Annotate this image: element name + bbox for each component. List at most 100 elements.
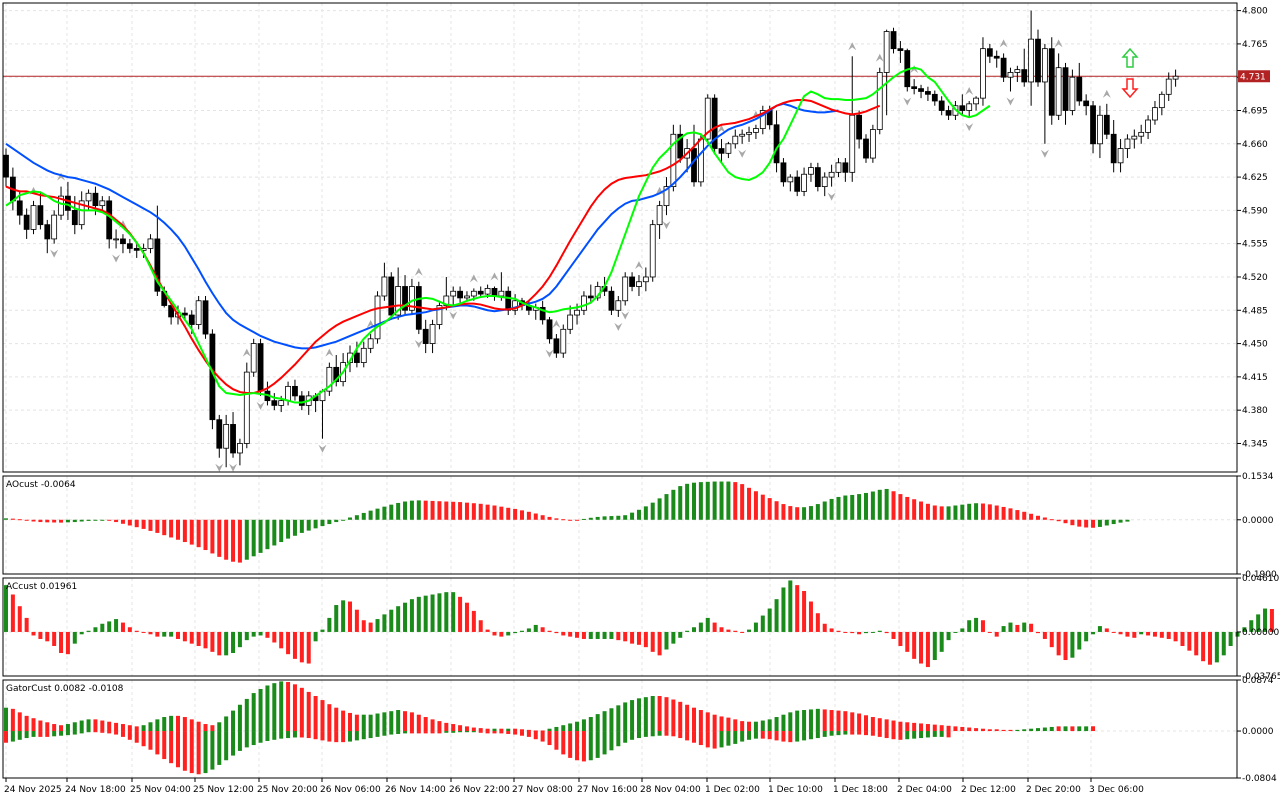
ac-bar	[712, 622, 717, 632]
bull-candle	[574, 309, 580, 316]
gator-bar	[313, 696, 318, 732]
gator-panel[interactable]	[4, 681, 1096, 775]
gator-bar	[148, 722, 153, 732]
gator-bar	[678, 701, 683, 732]
gator-lower-bar	[815, 731, 820, 739]
ac-bar	[354, 609, 359, 632]
ac-bar	[444, 592, 449, 632]
ao-bar	[857, 494, 862, 520]
ac-bar	[286, 631, 291, 655]
ac-panel[interactable]	[4, 580, 1274, 668]
ao-panel-frame	[2, 475, 1238, 575]
gator-lower-bar	[623, 731, 628, 743]
ao-bar	[877, 489, 882, 520]
bear-candle	[188, 314, 195, 325]
bull-candle	[1138, 131, 1145, 137]
ao-bar	[980, 503, 985, 520]
ac-bar	[657, 631, 662, 656]
gator-lower-bar	[788, 731, 793, 743]
gator-bar	[224, 716, 229, 732]
ac-bar	[396, 606, 401, 632]
gator-bar	[292, 684, 297, 732]
ao-bar	[520, 510, 524, 520]
time-axis-label: 27 Nov 08:00	[512, 785, 573, 795]
price-panel[interactable]	[3, 10, 1237, 472]
ao-bar	[898, 494, 903, 520]
ac-bar	[685, 630, 690, 632]
fractal-down-icon	[256, 401, 265, 410]
fractal-up-icon	[414, 267, 423, 276]
gator-bar	[815, 708, 820, 732]
fractal-down-icon	[903, 97, 912, 106]
bear-candle	[23, 214, 30, 230]
gator-lower-bar	[513, 731, 518, 735]
bull-candle	[560, 328, 567, 354]
ac-bar	[850, 631, 855, 634]
gator-bar	[987, 729, 992, 732]
ao-bar	[795, 507, 800, 520]
bear-candle	[120, 238, 126, 245]
gator-lower-bar	[602, 731, 607, 755]
bear-candle	[333, 366, 340, 383]
gator-bar	[471, 727, 476, 732]
gator-lower-bar	[939, 731, 944, 737]
gator-bar	[980, 728, 985, 732]
ao-panel[interactable]	[4, 481, 1130, 563]
ao-bar	[1118, 519, 1123, 523]
ac-bar	[1091, 631, 1096, 635]
gator-lower-bar	[327, 731, 332, 742]
bear-candle	[773, 124, 780, 164]
ac-bar	[52, 631, 57, 646]
gator-bar	[1056, 726, 1061, 732]
bear-candle	[842, 162, 849, 173]
ao-bar	[368, 510, 373, 520]
gator-bar	[114, 722, 119, 732]
bull-candle	[326, 366, 333, 392]
bull-candle	[58, 195, 64, 216]
gator-lower-bar	[286, 731, 291, 739]
gator-lower-bar	[877, 731, 882, 737]
gator-bar	[850, 712, 855, 732]
gator-axis-label: -0.0804	[1242, 774, 1277, 784]
gator-bar	[857, 713, 862, 732]
ao-label: AOcust -0.0064	[6, 480, 76, 490]
bull-candle	[99, 200, 106, 207]
ac-bar	[1269, 609, 1274, 632]
ao-bar	[932, 505, 937, 520]
ao-bar	[299, 519, 304, 533]
ao-bar	[237, 519, 242, 563]
ac-bar	[939, 631, 944, 652]
ac-bar	[499, 631, 504, 637]
gator-lower-bar	[870, 731, 875, 736]
bull-candle	[464, 295, 470, 299]
fractal-down-icon	[614, 322, 623, 331]
ao-bar	[10, 518, 15, 520]
gator-bar	[86, 719, 91, 732]
ac-bar	[1097, 626, 1102, 632]
gator-bar	[836, 710, 841, 732]
ao-bar	[286, 519, 291, 539]
ao-bar	[912, 499, 917, 520]
gator-bar	[898, 721, 903, 732]
gator-bar	[237, 704, 242, 732]
ao-bar	[726, 481, 731, 520]
bull-candle	[1172, 75, 1179, 80]
bull-candle	[615, 300, 622, 311]
gator-bar	[568, 723, 573, 732]
gator-bar	[609, 708, 614, 732]
bear-candle	[890, 31, 897, 50]
time-axis-label: 1 Dec 18:00	[833, 785, 888, 795]
ac-bar	[279, 631, 284, 649]
ao-bar	[306, 519, 311, 531]
bear-candle	[938, 100, 945, 111]
gator-lower-bar	[279, 731, 284, 739]
ac-bar	[334, 605, 339, 632]
fractal-up-icon	[469, 274, 478, 283]
ao-bar	[59, 519, 64, 523]
ac-bar	[107, 621, 112, 632]
ao-bar	[568, 519, 573, 521]
time-axis-label: 2 Dec 04:00	[897, 785, 952, 795]
ao-bar	[86, 519, 91, 521]
ac-bar	[554, 631, 559, 634]
